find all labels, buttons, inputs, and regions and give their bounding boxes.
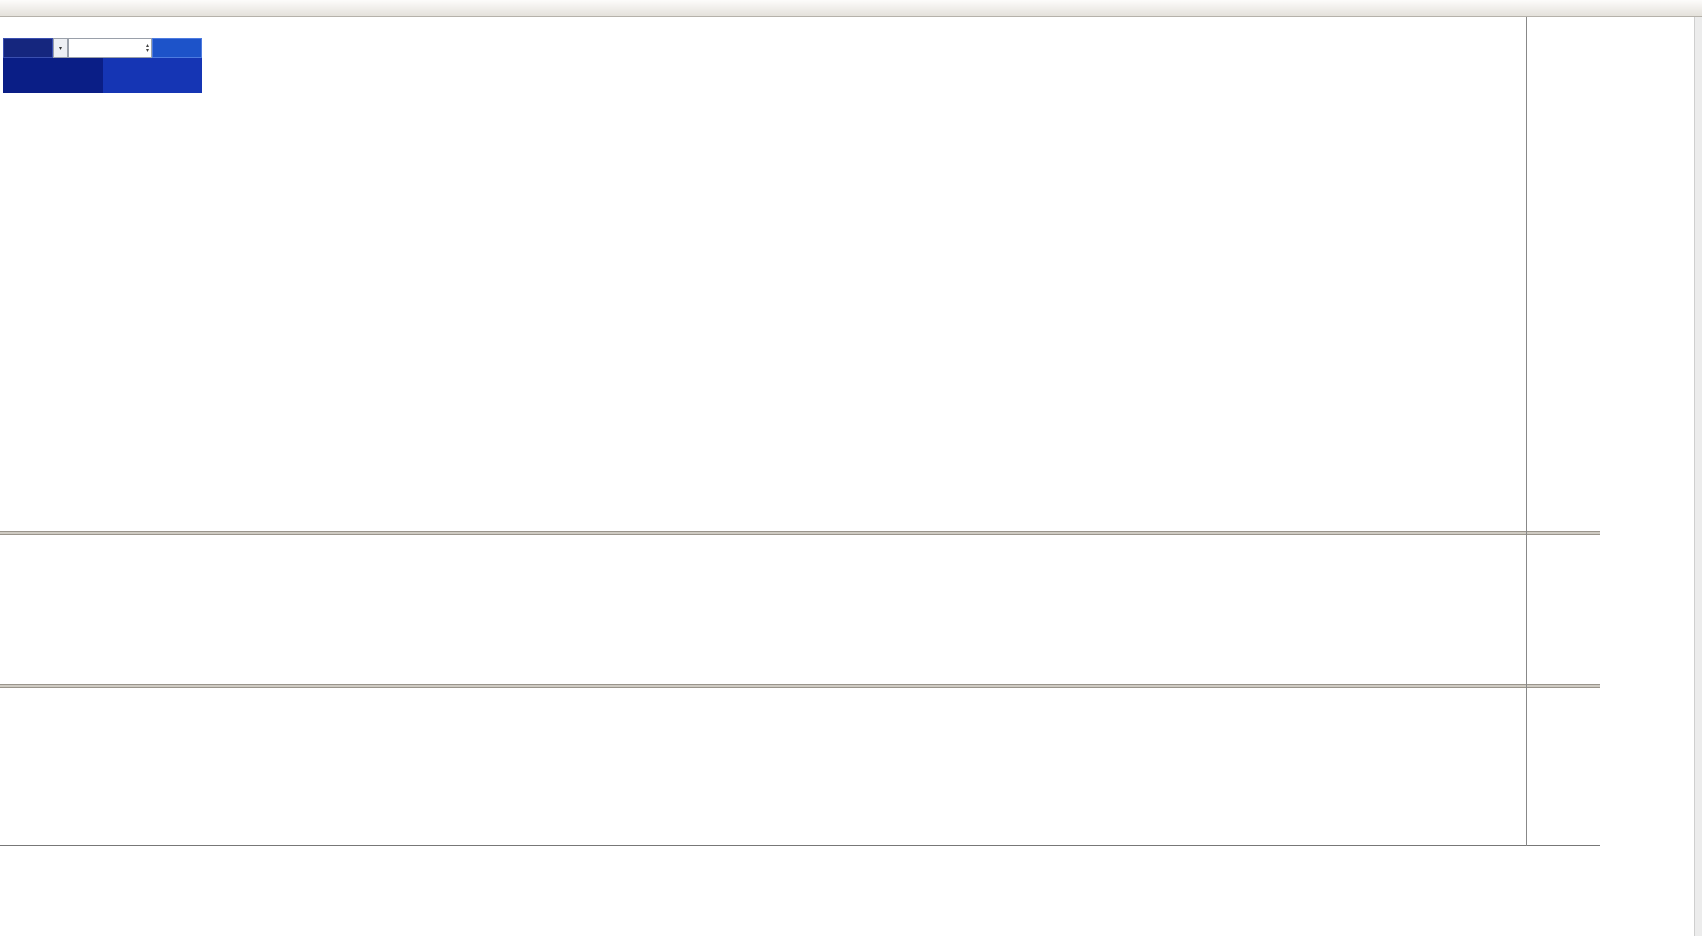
one-click-trading-widget: ▾ ▴ ▾ (3, 38, 202, 93)
time-axis-line (0, 845, 1600, 846)
buy-button[interactable] (152, 38, 202, 58)
pane-separator[interactable] (0, 531, 1600, 535)
toolbar-overflow-icon[interactable] (1673, 1, 1690, 16)
volume-spinner[interactable]: ▴ ▾ (145, 42, 149, 54)
spinner-up-icon: ▴ (145, 42, 149, 49)
pane-separator[interactable] (0, 684, 1600, 688)
sell-price[interactable] (3, 58, 103, 93)
buy-price[interactable] (102, 58, 202, 93)
price-scale-border (1526, 17, 1527, 846)
macd-pane-canvas[interactable] (0, 535, 1526, 684)
sell-button[interactable] (3, 38, 53, 58)
rsi-pane-canvas[interactable] (0, 688, 1526, 845)
main-chart-canvas[interactable] (0, 17, 1526, 531)
chart-ohlc-header (7, 22, 37, 34)
chevron-down-icon: ▾ (58, 44, 62, 52)
volume-input[interactable]: ▴ ▾ (68, 38, 152, 58)
toolbar (0, 0, 1702, 17)
volume-dropdown[interactable]: ▾ (53, 38, 68, 58)
window-scrollbar[interactable]: ▲ (1694, 0, 1702, 936)
spinner-down-icon: ▾ (145, 47, 149, 54)
